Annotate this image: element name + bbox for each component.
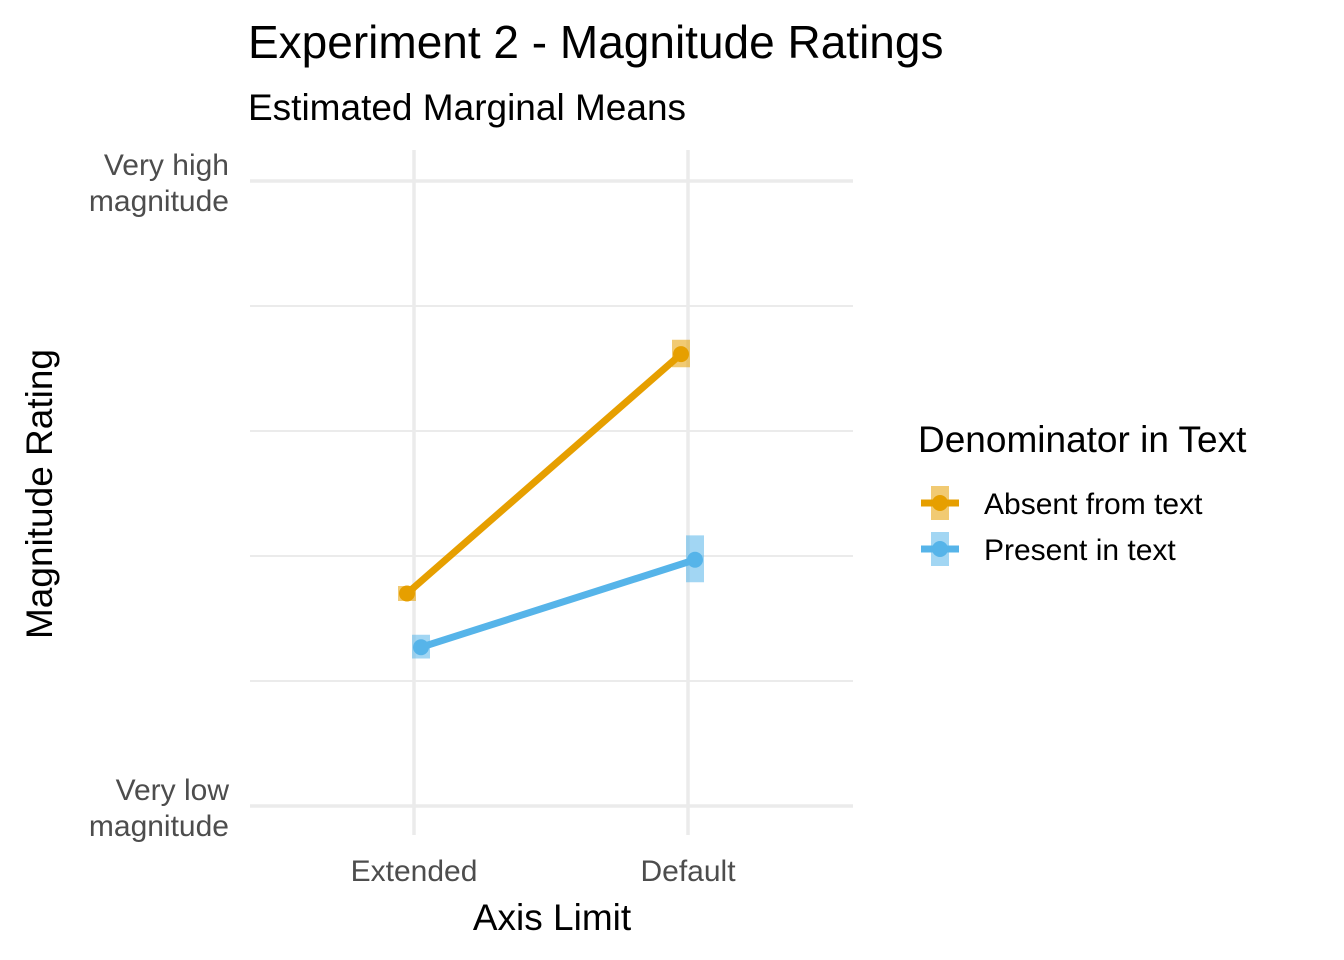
series-0 — [398, 339, 690, 602]
x-tick-label: Extended — [351, 855, 478, 888]
x-tick-label: Default — [640, 855, 736, 888]
legend-items: Absent from text Present in text — [921, 486, 1203, 567]
data-series — [398, 339, 704, 659]
series-line — [404, 351, 684, 597]
legend-label: Absent from text — [984, 488, 1203, 521]
data-point — [399, 585, 415, 602]
legend-label: Present in text — [984, 534, 1176, 567]
series-1 — [412, 535, 704, 659]
y-tick-label: Very low magnitude — [89, 774, 229, 843]
data-point — [673, 346, 689, 363]
series-line — [419, 556, 697, 651]
legend: Denominator in Text Absent from text Pres… — [918, 419, 1247, 567]
y-tick-label-line: magnitude — [89, 810, 229, 843]
data-point — [413, 639, 429, 656]
y-tick-label-line: magnitude — [89, 185, 229, 218]
x-axis-title: Axis Limit — [473, 897, 632, 938]
chart-subtitle: Estimated Marginal Means — [248, 87, 686, 128]
legend-item: Present in text — [921, 532, 1176, 567]
legend-title: Denominator in Text — [918, 419, 1247, 460]
y-tick-label: Very high magnitude — [89, 149, 229, 218]
grid-lines — [250, 150, 853, 835]
y-tick-label-line: Very low — [116, 774, 230, 807]
legend-key-point — [932, 495, 948, 511]
data-point — [687, 551, 703, 568]
y-axis-title: Magnitude Rating — [19, 349, 60, 639]
y-tick-label-line: Very high — [104, 149, 229, 182]
chart-title: Experiment 2 - Magnitude Ratings — [248, 16, 943, 68]
x-axis-tick-labels: Extended Default — [351, 855, 737, 888]
legend-item: Absent from text — [921, 486, 1203, 521]
legend-key-point — [932, 541, 948, 557]
